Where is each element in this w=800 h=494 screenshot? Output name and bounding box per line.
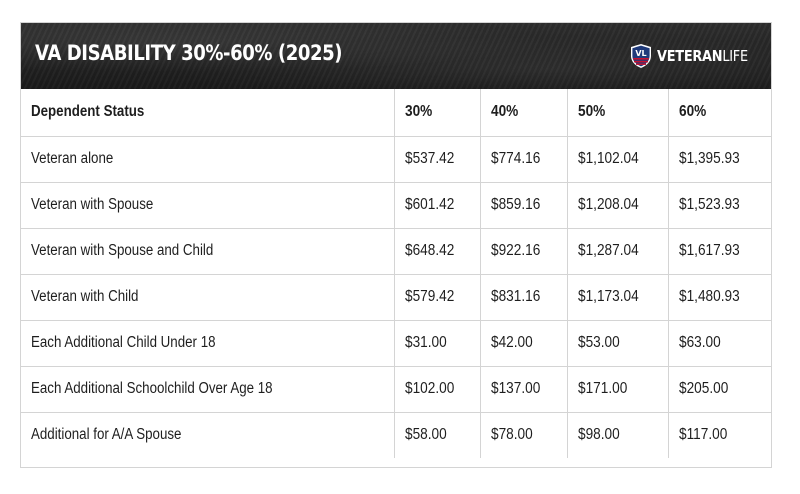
column-header: 60% xyxy=(668,89,771,137)
table-cell: $1,617.93 xyxy=(668,228,771,275)
row-label: Veteran alone xyxy=(21,136,395,183)
row-label: Each Additional Schoolchild Over Age 18 xyxy=(21,366,395,413)
shield-icon: VL xyxy=(631,44,651,68)
row-label: Additional for A/A Spouse xyxy=(21,412,395,458)
table-row: Additional for A/A Spouse $58.00 $78.00 … xyxy=(21,412,771,458)
column-header: 50% xyxy=(567,89,669,137)
logo-badge-text: VL xyxy=(635,49,646,58)
table-cell: $42.00 xyxy=(480,320,568,367)
row-label: Each Additional Child Under 18 xyxy=(21,320,395,367)
table-cell: $98.00 xyxy=(567,412,669,458)
brand-name-bold: VETERAN xyxy=(657,47,723,65)
header-banner: VA DISABILITY 30%-60% (2025) VL VETERANL… xyxy=(21,23,771,89)
table-row: Each Additional Schoolchild Over Age 18 … xyxy=(21,366,771,413)
table-cell: $171.00 xyxy=(567,366,669,413)
table-cell: $922.16 xyxy=(480,228,568,275)
table-cell: $1,480.93 xyxy=(668,274,771,321)
table-cell: $1,287.04 xyxy=(567,228,669,275)
column-header: 30% xyxy=(394,89,481,137)
table-cell: $859.16 xyxy=(480,182,568,229)
table-cell: $53.00 xyxy=(567,320,669,367)
table-cell: $537.42 xyxy=(394,136,481,183)
page-title: VA DISABILITY 30%-60% (2025) xyxy=(35,41,343,65)
table-cell: $601.42 xyxy=(394,182,481,229)
table-cell: $579.42 xyxy=(394,274,481,321)
table-cell: $1,102.04 xyxy=(567,136,669,183)
table-cell: $1,173.04 xyxy=(567,274,669,321)
brand-name: VETERANLIFE xyxy=(657,47,748,65)
table-row: Veteran alone $537.42 $774.16 $1,102.04 … xyxy=(21,136,771,183)
brand-name-light: LIFE xyxy=(722,47,748,65)
rates-card: VA DISABILITY 30%-60% (2025) VL VETERANL… xyxy=(20,22,772,468)
table-cell: $78.00 xyxy=(480,412,568,458)
rates-table: Dependent Status 30% 40% 50% 60% Veteran… xyxy=(21,89,771,458)
table-cell: $31.00 xyxy=(394,320,481,367)
table-cell: $774.16 xyxy=(480,136,568,183)
table-cell: $117.00 xyxy=(678,426,727,444)
row-label: Veteran with Spouse and Child xyxy=(21,228,395,275)
table-row: Veteran with Spouse and Child $648.42 $9… xyxy=(21,228,771,275)
table-cell: $1,395.93 xyxy=(668,136,771,183)
table-header-row: Dependent Status 30% 40% 50% 60% xyxy=(21,89,771,137)
table-cell: $205.00 xyxy=(668,366,771,413)
brand-logo: VL VETERANLIFE xyxy=(629,43,757,69)
table-cell: $58.00 xyxy=(394,412,481,458)
row-label: Veteran with Child xyxy=(21,274,395,321)
table-cell: $1,208.04 xyxy=(567,182,669,229)
table-row: Veteran with Spouse $601.42 $859.16 $1,2… xyxy=(21,182,771,229)
table-cell: $831.16 xyxy=(480,274,568,321)
table-cell: $1,523.93 xyxy=(668,182,771,229)
table-cell: $648.42 xyxy=(394,228,481,275)
column-header: Dependent Status xyxy=(21,89,395,137)
table-cell: $63.00 xyxy=(668,320,771,367)
table-row: Each Additional Child Under 18 $31.00 $4… xyxy=(21,320,771,367)
column-header: 40% xyxy=(480,89,568,137)
row-label: Veteran with Spouse xyxy=(21,182,395,229)
table-cell: $102.00 xyxy=(394,366,481,413)
table-row: Veteran with Child $579.42 $831.16 $1,17… xyxy=(21,274,771,321)
table-cell: $137.00 xyxy=(480,366,568,413)
